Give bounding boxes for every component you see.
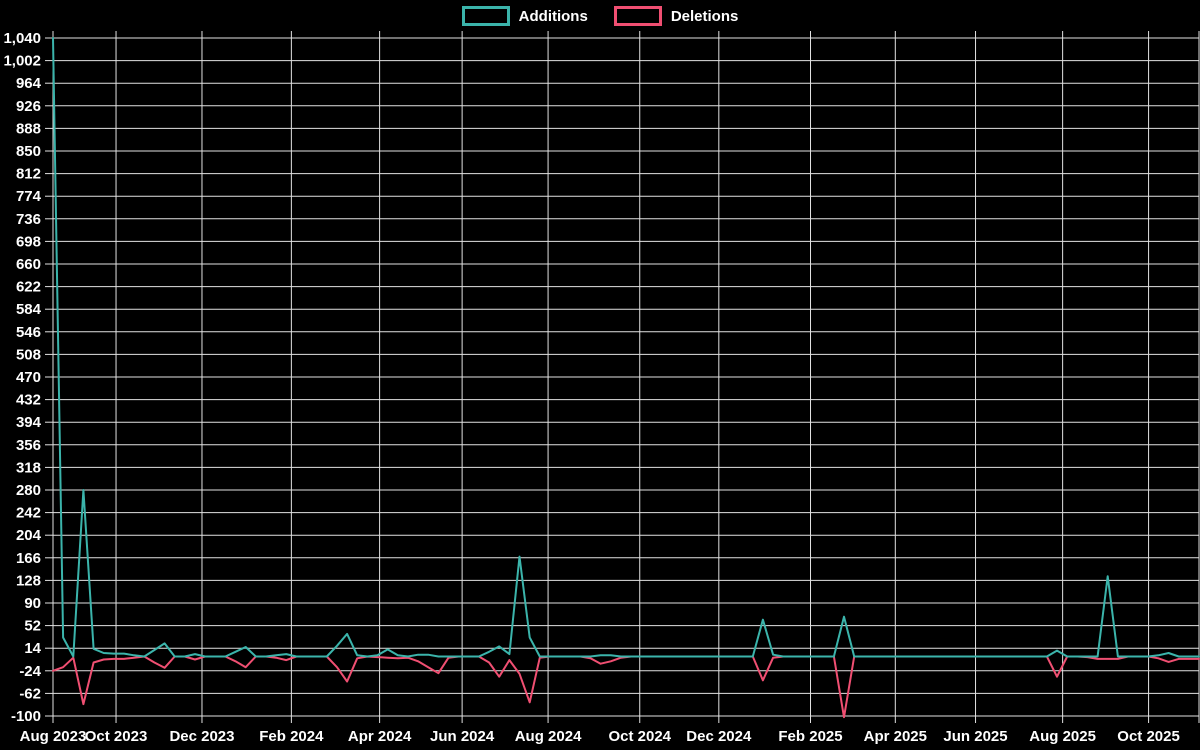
y-tick-label: 926 xyxy=(16,98,41,115)
y-tick-label: -100 xyxy=(11,708,41,725)
legend-label-additions: Additions xyxy=(518,7,588,25)
y-tick-label: 14 xyxy=(24,640,41,657)
y-tick-label: 166 xyxy=(16,550,41,567)
y-tick-label: -62 xyxy=(19,685,41,702)
y-tick-label: 90 xyxy=(24,595,41,612)
y-tick-label: 1,040 xyxy=(3,30,41,47)
y-tick-label: 622 xyxy=(16,279,41,296)
y-tick-label: 128 xyxy=(16,572,41,589)
chart-legend: Additions Deletions xyxy=(0,6,1200,26)
x-tick-label: Aug 2023 xyxy=(20,728,87,745)
x-tick-label: Oct 2023 xyxy=(85,728,148,745)
y-axis-labels: 1,040 1,002 964 926 888 850 812 774 736 698 660 622… xyxy=(3,30,41,725)
legend-label-deletions: Deletions xyxy=(670,7,739,25)
y-tick-label: 356 xyxy=(16,437,41,454)
deletions-line xyxy=(52,655,1200,719)
y-tick-label: 736 xyxy=(16,211,41,228)
legend-item-deletions[interactable]: Deletions xyxy=(613,6,739,26)
y-tick-label: 52 xyxy=(24,618,41,635)
y-tick-label: 774 xyxy=(16,188,42,205)
y-tick-label: 546 xyxy=(16,324,41,341)
y-tick-label: 698 xyxy=(16,233,41,250)
y-tick-label: 318 xyxy=(16,459,41,476)
x-tick-label: Dec 2023 xyxy=(169,728,234,745)
deletions-swatch-icon xyxy=(613,6,662,26)
y-tick-label: 584 xyxy=(16,301,42,318)
x-tick-label: Feb 2025 xyxy=(778,728,842,745)
y-tick-label: 1,002 xyxy=(3,53,41,70)
x-tick-label: Feb 2024 xyxy=(259,728,324,745)
x-tick-label: Aug 2024 xyxy=(515,728,582,745)
y-tick-label: 660 xyxy=(16,256,41,273)
x-tick-label: Aug 2025 xyxy=(1029,728,1096,745)
x-tick-label: Jun 2024 xyxy=(430,728,495,745)
y-tick-label: 280 xyxy=(16,482,41,499)
legend-item-additions[interactable]: Additions xyxy=(461,6,588,26)
y-tick-label: -24 xyxy=(19,663,41,680)
y-tick-label: 888 xyxy=(16,120,41,137)
x-tick-label: Apr 2025 xyxy=(864,728,927,745)
additions-line xyxy=(52,37,1200,658)
y-tick-label: 964 xyxy=(16,75,42,92)
y-tick-label: 470 xyxy=(16,369,41,386)
gridlines xyxy=(45,31,1200,723)
x-tick-label: Dec 2024 xyxy=(686,728,752,745)
y-tick-label: 432 xyxy=(16,392,41,409)
x-tick-label: Oct 2024 xyxy=(608,728,671,745)
additions-swatch-icon xyxy=(461,6,510,26)
y-tick-label: 242 xyxy=(16,505,41,522)
y-tick-label: 508 xyxy=(16,346,41,363)
y-tick-label: 204 xyxy=(16,527,42,544)
y-tick-label: 850 xyxy=(16,143,41,160)
x-tick-label: Jun 2025 xyxy=(943,728,1007,745)
x-tick-label: Oct 2025 xyxy=(1117,728,1180,745)
x-tick-label: Apr 2024 xyxy=(348,728,412,745)
y-tick-label: 812 xyxy=(16,166,41,183)
y-tick-label: 394 xyxy=(16,414,42,431)
